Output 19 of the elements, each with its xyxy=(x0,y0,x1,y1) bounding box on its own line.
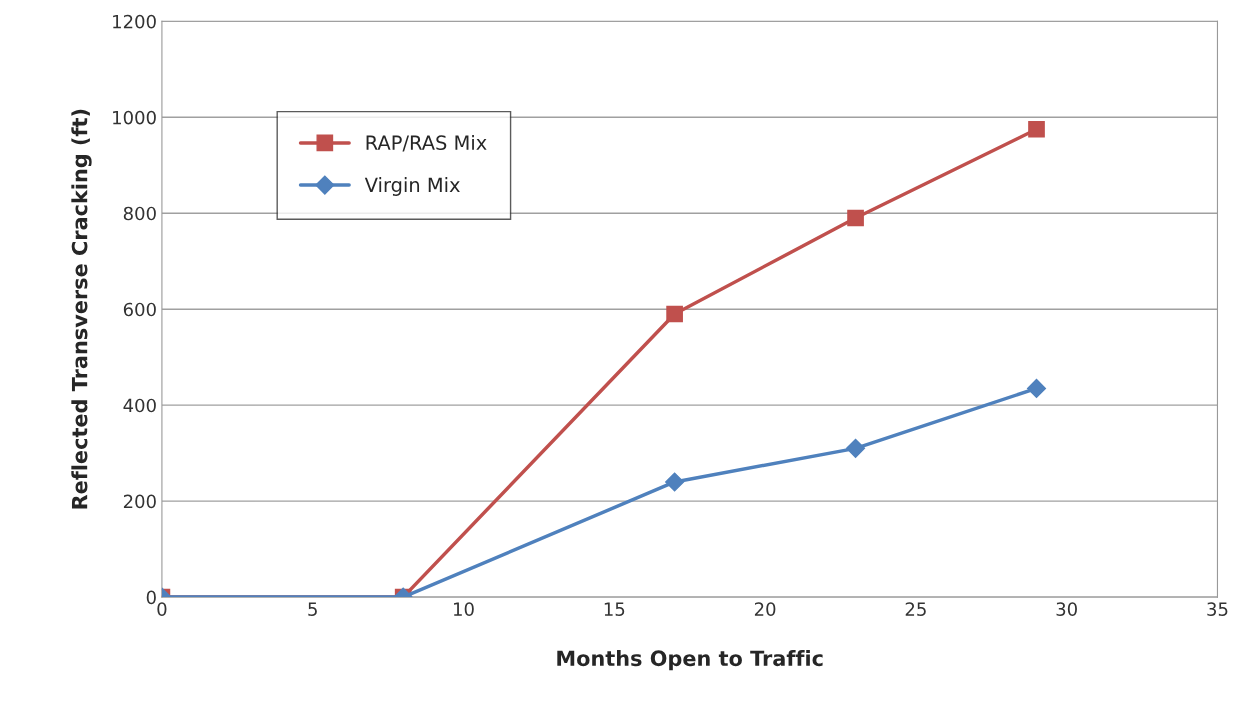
x-axis-title: Months Open to Traffic xyxy=(557,650,823,671)
legend-label: RAP/RAS Mix xyxy=(366,134,487,152)
y-tick-label: 600 xyxy=(123,302,156,317)
legend-label: Virgin Mix xyxy=(364,177,460,196)
x-tick-label: 30 xyxy=(1056,602,1077,616)
y-tick-label: 1000 xyxy=(113,110,156,125)
y-tick-label: 1200 xyxy=(113,14,156,29)
x-tick-label: 35 xyxy=(1207,602,1228,616)
y-tick-label: 200 xyxy=(123,494,156,509)
x-tick-label: 0 xyxy=(157,602,167,616)
x-tick-label: 20 xyxy=(754,602,776,616)
x-tick-label: 15 xyxy=(604,602,625,616)
y-tick-label: 800 xyxy=(123,206,156,221)
x-tick-label: 5 xyxy=(308,602,317,616)
y-tick-label: 400 xyxy=(123,398,156,413)
x-tick-label: 25 xyxy=(905,602,926,616)
y-tick-label: 0 xyxy=(146,590,156,605)
y-axis-title: Reflected Transverse Cracking (ft) xyxy=(71,109,92,509)
x-tick-label: 10 xyxy=(454,602,474,616)
